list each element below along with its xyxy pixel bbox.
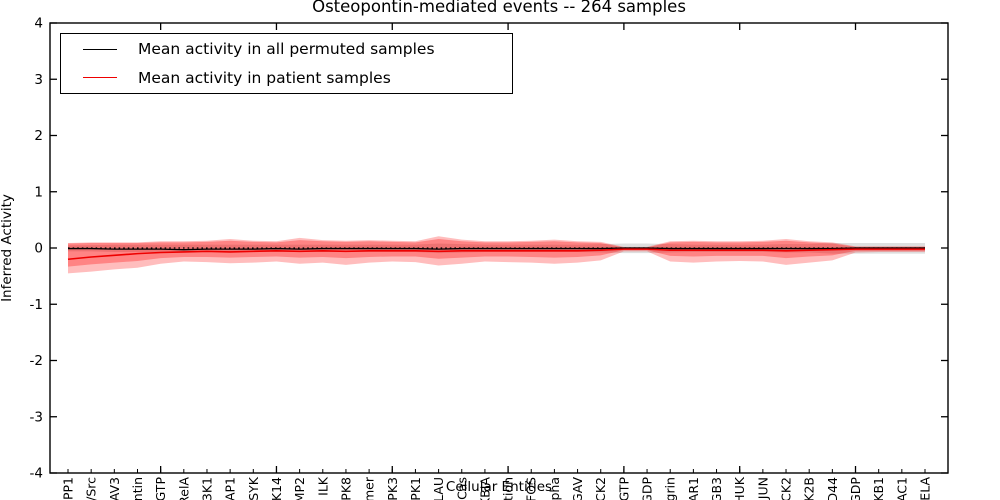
x-category-label: IKK alpha homodimer bbox=[362, 476, 377, 500]
legend: Mean activity in all permuted samples Me… bbox=[60, 33, 513, 94]
patient-samples-spread-inner-band bbox=[68, 239, 925, 267]
x-category-label: MMP2 bbox=[292, 477, 307, 500]
x-category-label: JUN bbox=[755, 477, 770, 500]
x-category-label: PYK2/p130Cas bbox=[454, 477, 469, 500]
x-category-label: BCAR1 bbox=[686, 477, 701, 500]
x-category-label: SYK bbox=[246, 476, 261, 500]
x-category-label: ILK bbox=[315, 476, 330, 496]
x-category-label: MAP3K1 bbox=[199, 477, 214, 500]
legend-label-permuted: Mean activity in all permuted samples bbox=[138, 40, 435, 59]
x-category-label: MAPK8 bbox=[338, 477, 353, 500]
x-category-label: NF kappa B1 p50/RelA/I kappa B alpha bbox=[547, 477, 562, 500]
patient-samples-spread-outer-band bbox=[68, 236, 925, 274]
x-category-label: alphaV/beta3 Integrin/Osteopontin/Src bbox=[84, 477, 99, 500]
x-axis-label: Cellular Entities bbox=[445, 479, 553, 495]
x-category-label: SPP1 bbox=[61, 477, 76, 500]
patient-line-swatch bbox=[83, 77, 117, 79]
y-tick-label: 0 bbox=[34, 241, 43, 257]
x-category-label: bone resorption bbox=[501, 477, 516, 500]
x-category-label: ROCK2 bbox=[593, 477, 608, 500]
x-category-label: ITGAV bbox=[570, 477, 585, 500]
y-tick-label: 1 bbox=[34, 184, 43, 200]
x-category-label: RAC1 bbox=[894, 477, 909, 500]
legend-label-patient: Mean activity in patient samples bbox=[138, 68, 391, 87]
y-tick-label: -2 bbox=[30, 353, 43, 369]
x-category-label: PLAU bbox=[431, 477, 446, 500]
x-category-label: CD44/Rho Family GTPase/ROCK2 bbox=[779, 477, 794, 500]
x-category-label: Rac1/GTP bbox=[153, 477, 168, 500]
patient-mean-line bbox=[67, 248, 925, 261]
legend-entry-patient: Mean activity in patient samples bbox=[61, 64, 512, 91]
y-tick-label: 2 bbox=[34, 128, 43, 144]
x-category-label: alphaV beta3 Integrin bbox=[663, 477, 678, 500]
x-category-label: FOS bbox=[524, 477, 539, 500]
x-category-label: MAP3K14 bbox=[269, 477, 284, 500]
x-category-label: CHUK bbox=[732, 476, 747, 500]
x-category-label: mol:GTP bbox=[616, 477, 631, 500]
x-category-label: VAV3 bbox=[107, 477, 122, 500]
y-tick-label: -3 bbox=[30, 409, 43, 425]
x-category-label: AP1 bbox=[223, 477, 238, 500]
x-category-label: alphaV/beta3 Integrin/Osteopontin bbox=[130, 477, 145, 500]
x-category-label: PTK2B bbox=[802, 477, 817, 500]
y-tick-label: -4 bbox=[30, 466, 43, 482]
x-category-label: CD44 bbox=[825, 477, 840, 500]
x-category-label: MAPK3 bbox=[385, 477, 400, 500]
x-category-label: mol:GDP bbox=[640, 477, 655, 500]
y-tick-label: -1 bbox=[30, 297, 43, 313]
chart-title: Osteopontin-mediated events -- 264 sampl… bbox=[312, 0, 686, 16]
x-category-label: ITGB3 bbox=[709, 477, 724, 500]
x-category-label: NFKB1 bbox=[871, 477, 886, 500]
y-tick-label: 3 bbox=[34, 72, 43, 88]
x-category-label: NFKBIA bbox=[477, 477, 492, 500]
x-category-label: RELA bbox=[918, 477, 933, 500]
x-category-label: Rac1/GDP bbox=[848, 477, 863, 500]
legend-entry-permuted: Mean activity in all permuted samples bbox=[61, 36, 512, 63]
permuted-line-swatch bbox=[83, 48, 117, 50]
x-category-label: NF kappa B1 p50/RelA bbox=[176, 477, 191, 500]
y-tick-label: 4 bbox=[34, 16, 43, 32]
x-category-label: MAPK1 bbox=[408, 477, 423, 500]
